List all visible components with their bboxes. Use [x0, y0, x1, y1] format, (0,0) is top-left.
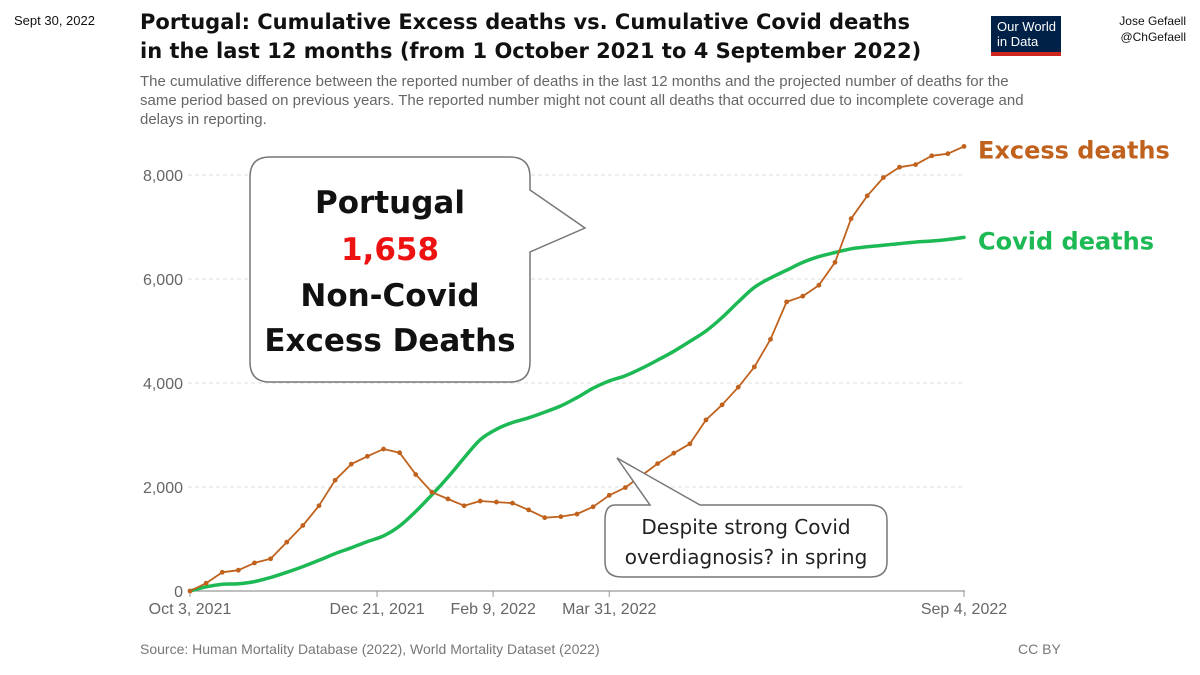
excess-deaths-point: [590, 504, 596, 510]
callout-line-3: Non-Covid: [300, 278, 479, 314]
excess-deaths-point: [493, 499, 499, 505]
source-note: Source: Human Mortality Database (2022),…: [140, 641, 600, 657]
axis-layer: 0 2,000 4,000 6,000 8,000 Oct 3, 2021 Dec 21, …: [143, 168, 1007, 618]
excess-deaths-point: [880, 175, 886, 181]
excess-deaths-point: [832, 259, 838, 265]
callout-bubble: [249, 156, 587, 383]
excess-deaths-point: [606, 492, 612, 498]
excess-deaths-point: [284, 539, 290, 545]
license-label: CC BY: [1018, 641, 1061, 657]
excess-deaths-point: [816, 282, 822, 288]
excess-deaths-point: [364, 453, 370, 459]
title-line-2: in the last 12 months (from 1 October 20…: [140, 39, 922, 63]
excess-deaths-point: [252, 560, 257, 566]
excess-deaths-point: [332, 477, 338, 483]
date-label: Sept 30, 2022: [14, 13, 95, 28]
author-handle: @ChGefaell: [1120, 30, 1186, 44]
excess-deaths-point: [381, 446, 386, 452]
note-line-1: Despite strong Covid: [641, 515, 850, 539]
x-tick-label: Feb 9, 2022: [450, 601, 536, 618]
x-tick-label: Oct 3, 2021: [149, 601, 232, 618]
author-credit: Jose Gefaell @ChGefaell: [1119, 13, 1186, 45]
excess-deaths-point: [477, 498, 483, 504]
excess-deaths-point: [735, 384, 741, 390]
excess-deaths-point: [526, 507, 532, 513]
y-tick-label: 4,000: [143, 376, 183, 393]
excess-deaths-point: [929, 153, 935, 159]
page-title: Portugal: Cumulative Excess deaths vs. C…: [140, 8, 960, 66]
excess-deaths-point: [268, 556, 274, 562]
excess-deaths-point: [558, 514, 564, 520]
excess-deaths-point: [751, 364, 757, 370]
excess-deaths-point: [203, 580, 209, 586]
logo-line-2: in Data: [997, 34, 1039, 49]
y-tick-label: 8,000: [143, 168, 183, 185]
excess-deaths-point: [300, 523, 306, 528]
excess-deaths-point: [945, 151, 951, 157]
covid-deaths-line: [188, 235, 966, 593]
excess-deaths-point: [219, 569, 225, 575]
covid-deaths-label: Covid deaths: [978, 227, 1154, 255]
excess-deaths-label: Excess deaths: [978, 136, 1170, 164]
excess-deaths-point: [397, 450, 403, 456]
excess-deaths-point: [768, 336, 773, 342]
note-line-2: overdiagnosis? in spring: [625, 545, 868, 569]
excess-deaths-point: [913, 162, 919, 168]
title-line-1: Portugal: Cumulative Excess deaths vs. C…: [140, 10, 910, 34]
excess-deaths-point: [800, 293, 806, 299]
excess-deaths-point: [897, 164, 902, 170]
author-name: Jose Gefaell: [1119, 14, 1186, 28]
y-tick-label: 2,000: [143, 480, 183, 497]
excess-deaths-point: [316, 503, 322, 509]
note-bubble: [604, 457, 888, 578]
callout-number: 1,658: [341, 232, 439, 268]
x-tick-label: Mar 31, 2022: [562, 601, 656, 618]
excess-deaths-point: [622, 485, 628, 490]
x-tick-label: Dec 21, 2021: [329, 601, 424, 618]
excess-deaths-point: [187, 588, 193, 594]
excess-deaths-point: [510, 500, 515, 506]
callout-country: Portugal: [315, 185, 465, 221]
excess-deaths-point: [235, 567, 241, 573]
excess-deaths-point: [687, 441, 693, 447]
x-tick-label: Sep 4, 2022: [921, 601, 1007, 618]
callout-line-4: Excess Deaths: [264, 323, 515, 359]
excess-deaths-point: [703, 417, 709, 423]
excess-deaths-point: [542, 515, 548, 521]
chart-subtitle: The cumulative difference between the re…: [140, 73, 1024, 128]
series-layer: Covid deaths Excess deaths: [187, 136, 1170, 594]
excess-deaths-point: [671, 450, 677, 456]
excess-deaths-point: [413, 472, 419, 477]
y-tick-label: 6,000: [143, 272, 183, 289]
excess-deaths-point: [574, 511, 580, 517]
y-tick-label: 0: [174, 584, 183, 601]
logo-line-1: Our World: [997, 19, 1056, 34]
excess-deaths-point: [655, 461, 661, 466]
excess-deaths-point: [461, 503, 467, 509]
excess-deaths-point: [445, 496, 451, 502]
excess-deaths-point: [784, 299, 790, 305]
excess-deaths-point: [719, 402, 725, 408]
excess-deaths-point: [961, 144, 967, 149]
excess-deaths-point: [429, 489, 435, 495]
excess-deaths-point: [864, 193, 870, 199]
excess-deaths-point: [348, 461, 354, 467]
owid-logo: Our World in Data: [991, 16, 1061, 56]
excess-deaths-point: [848, 216, 854, 222]
